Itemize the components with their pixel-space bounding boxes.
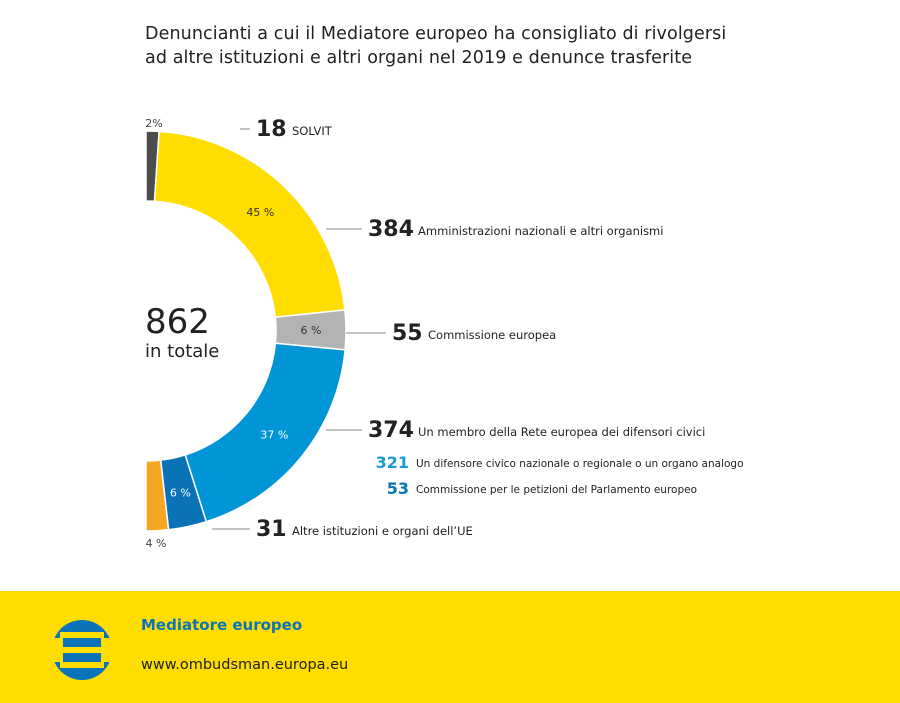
total-value: 862: [145, 302, 210, 342]
sub-callout-value-0: 321: [376, 453, 409, 472]
chart-leader-lines: [212, 128, 386, 530]
chart-title: Denuncianti a cui il Mediatore europeo h…: [145, 22, 845, 70]
callout-label-3: Un membro della Rete europea dei difenso…: [418, 425, 705, 439]
ombudsman-logo-icon: [50, 620, 114, 680]
callout-value-3: 374: [368, 418, 414, 443]
callout-value-1: 384: [368, 217, 414, 242]
pct-label-4: 6 %: [170, 486, 191, 499]
footer-org-name: Mediatore europeo: [141, 616, 303, 634]
pct-label-1: 45 %: [246, 206, 274, 219]
pct-label-3: 37 %: [260, 429, 288, 442]
title-line-2: ad altre istituzioni e altri organi nel …: [145, 48, 693, 68]
callout-label-2: Commissione europea: [428, 328, 556, 342]
footer-band: Mediatore europeo www.ombudsman.europa.e…: [0, 591, 900, 703]
footer-url[interactable]: www.ombudsman.europa.eu: [141, 657, 349, 673]
slice-5: [145, 459, 170, 532]
pct-label-2: 6 %: [301, 324, 322, 337]
sub-callout-value-1: 53: [387, 479, 409, 498]
chart-labels: 2% 45 % 6 % 37 % 6 % 4 % 18 SOLVIT 384 Amministra…: [145, 117, 743, 550]
callout-label-0: SOLVIT: [292, 124, 333, 138]
callout-value-0: 18: [256, 117, 287, 142]
callout-value-2: 55: [392, 321, 423, 346]
chart-slices: [145, 130, 347, 532]
pct-label-5: 4 %: [146, 537, 167, 550]
callout-label-4: Altre istituzioni e organi dell’UE: [292, 524, 473, 538]
sub-callout-label-1: Commissione per le petizioni del Parlame…: [416, 484, 697, 496]
total-summary: 862 in totale: [145, 303, 219, 363]
total-label: in totale: [145, 341, 220, 362]
callout-label-1: Amministrazioni nazionali e altri organi…: [418, 224, 663, 238]
title-line-1: Denuncianti a cui il Mediatore europeo h…: [145, 24, 727, 44]
pct-label-0: 2%: [145, 117, 162, 130]
sub-callout-label-0: Un difensore civico nazionale o regional…: [416, 458, 744, 470]
half-donut-chart: 2% 45 % 6 % 37 % 6 % 4 % 18 SOLVIT 384 Amministra…: [145, 117, 744, 550]
slice-1: [153, 130, 346, 319]
callout-value-4: 31: [256, 517, 287, 542]
